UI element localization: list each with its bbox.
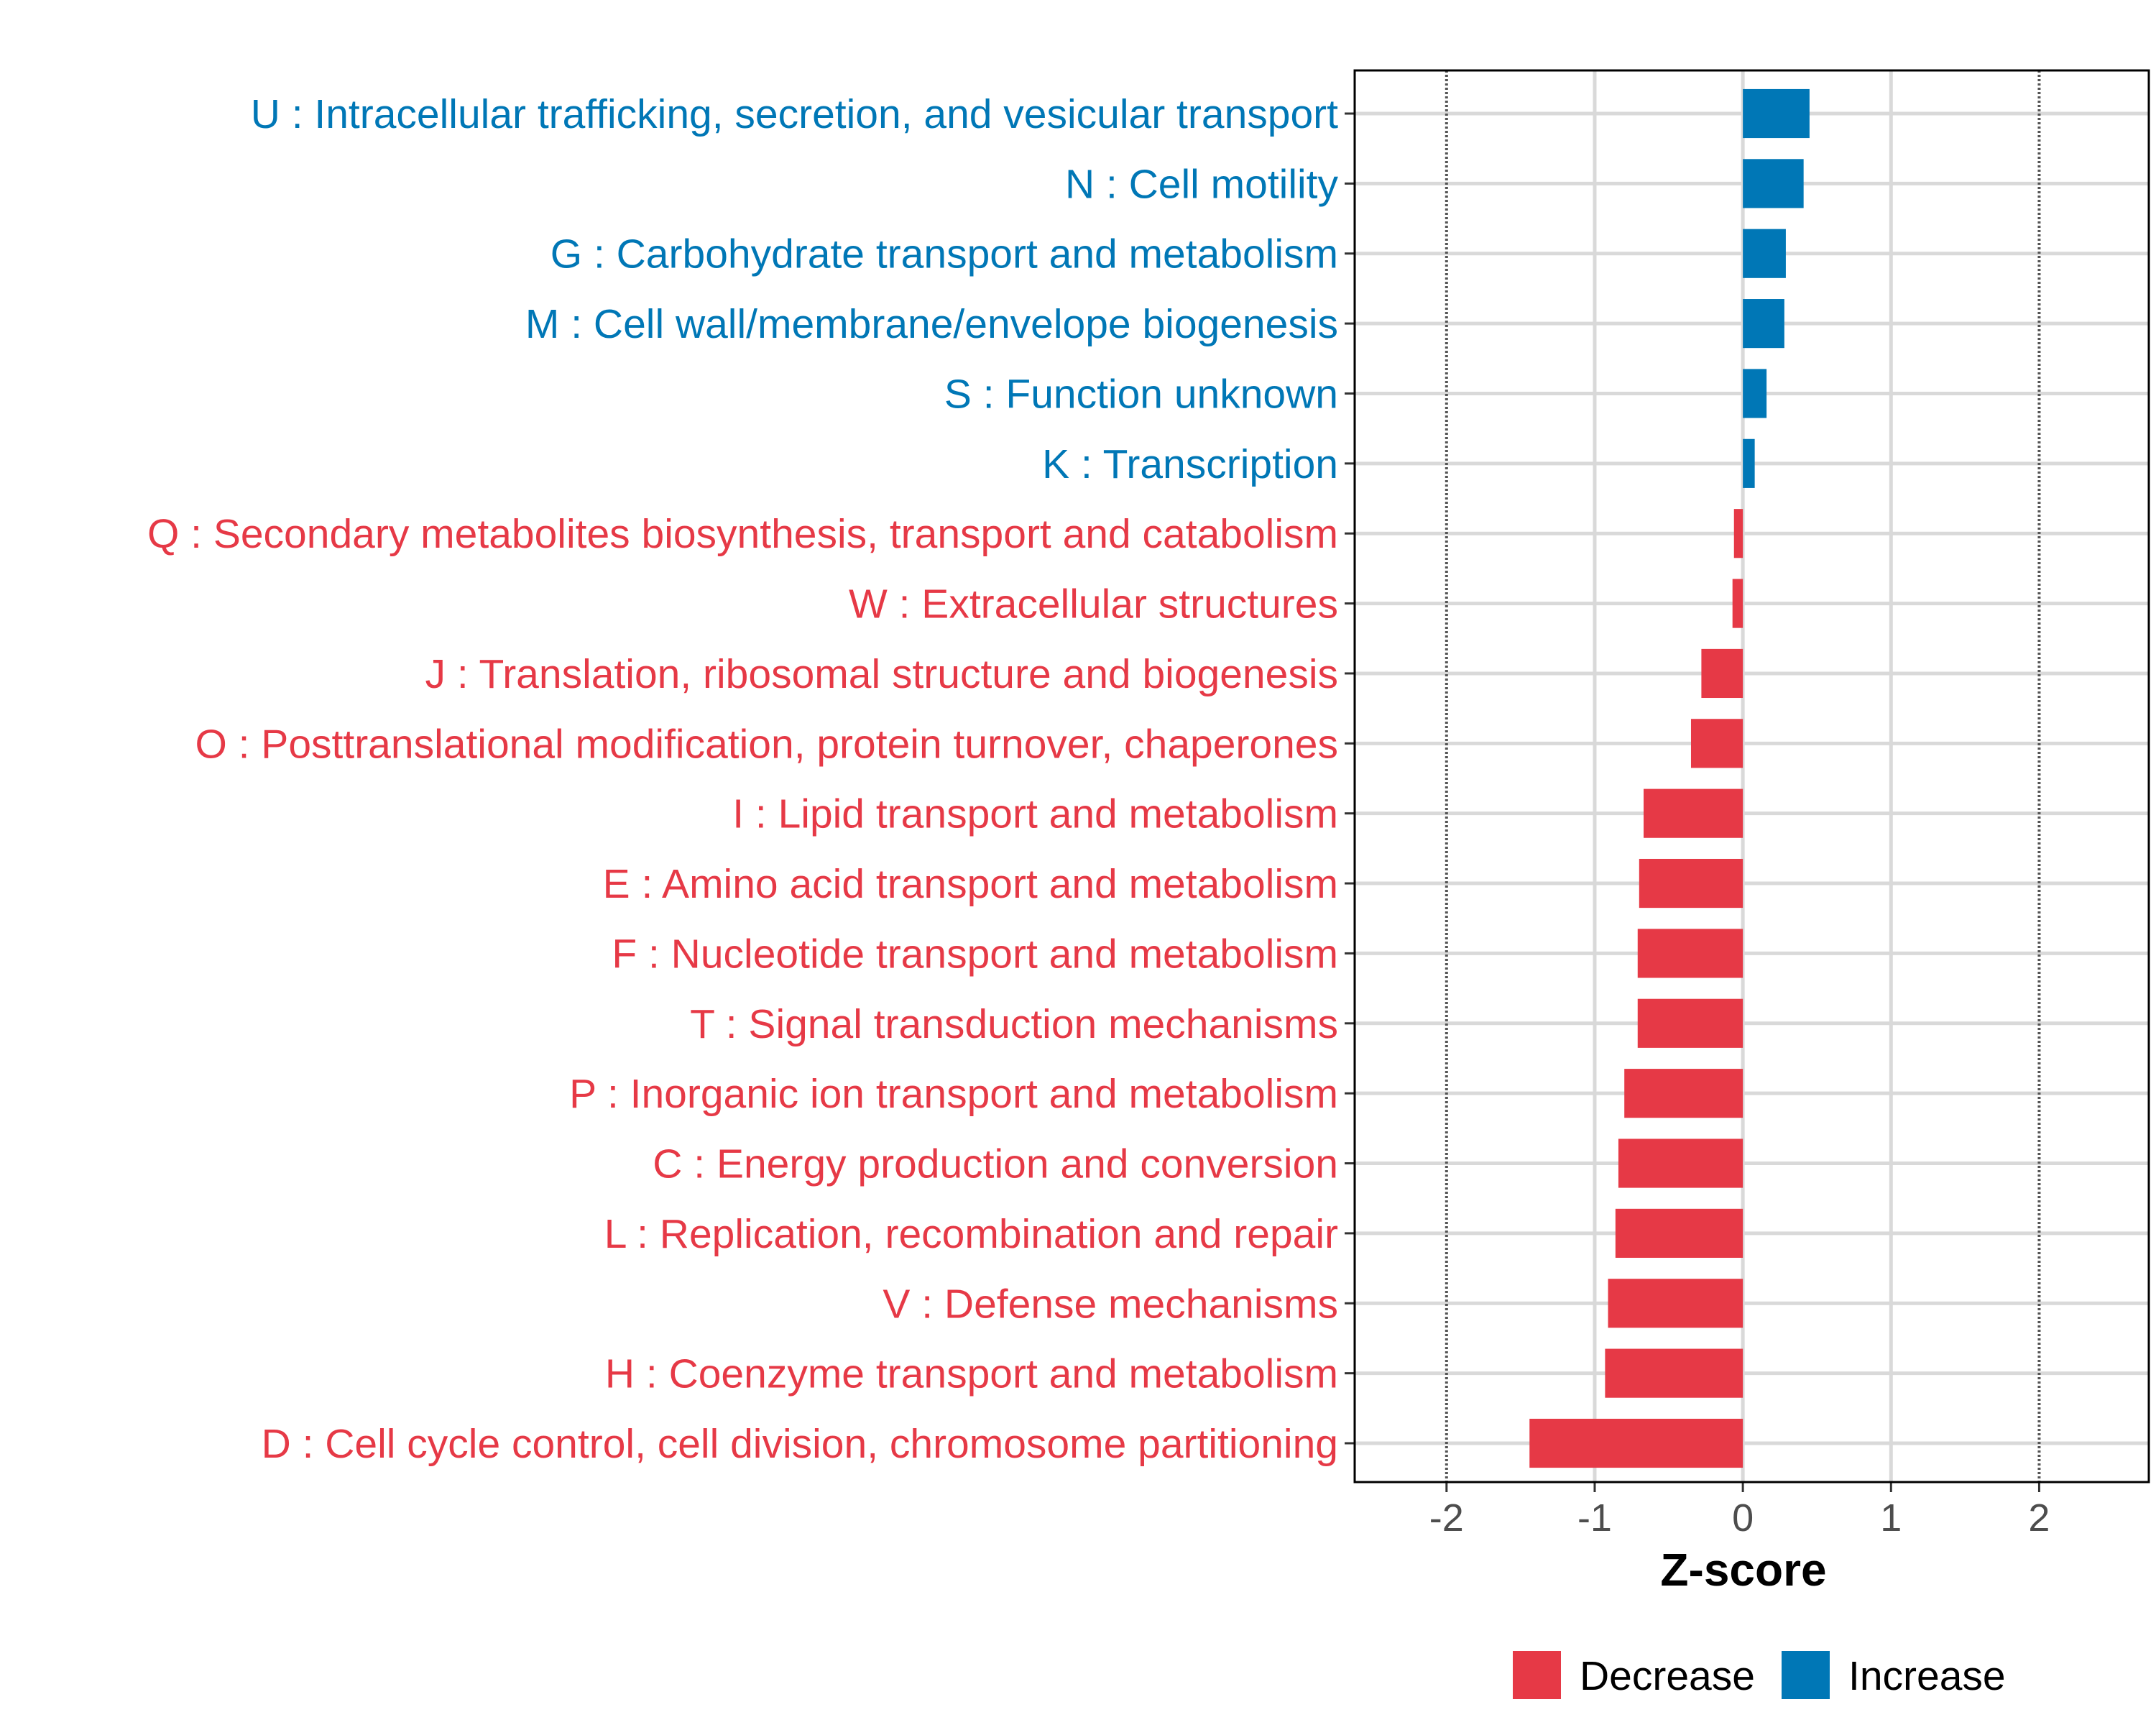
category-label: O : Posttranslational modification, prot… (195, 721, 1338, 767)
category-label: J : Translation, ribosomal structure and… (425, 651, 1338, 697)
bar (1732, 579, 1743, 628)
bar (1733, 509, 1743, 558)
panel-background (1355, 70, 2149, 1482)
category-label: C : Energy production and conversion (653, 1141, 1338, 1187)
bars (1529, 88, 1810, 1468)
bar (1743, 438, 1755, 488)
bar (1529, 1418, 1743, 1468)
x-tick-label: -2 (1429, 1496, 1464, 1540)
category-label: F : Nucleotide transport and metabolism (612, 931, 1338, 977)
category-label: N : Cell motility (1065, 161, 1339, 207)
bar (1743, 159, 1804, 208)
category-label: L : Replication, recombination and repai… (604, 1211, 1338, 1257)
bar (1743, 369, 1767, 418)
bar (1605, 1348, 1743, 1398)
legend-label-decrease: Decrease (1580, 1653, 1755, 1699)
category-label: T : Signal transduction mechanisms (690, 1001, 1338, 1047)
bar (1637, 929, 1743, 978)
category-label: P : Inorganic ion transport and metaboli… (569, 1071, 1338, 1117)
category-label: Q : Secondary metabolites biosynthesis, … (147, 511, 1338, 557)
x-tick-label: 0 (1732, 1496, 1754, 1540)
legend-label-increase: Increase (1848, 1653, 2006, 1699)
category-label: D : Cell cycle control, cell division, c… (262, 1421, 1338, 1467)
bar (1615, 1208, 1743, 1258)
category-label: V : Defense mechanisms (883, 1281, 1338, 1327)
category-label: K : Transcription (1042, 441, 1338, 487)
category-label: I : Lipid transport and metabolism (732, 791, 1338, 837)
x-ticks: -2 -1 0 1 2 (1429, 1482, 2050, 1540)
category-label: S : Function unknown (944, 371, 1338, 417)
x-axis-title: Z-score (1660, 1544, 1826, 1596)
bar (1690, 719, 1743, 768)
category-label: H : Coenzyme transport and metabolism (605, 1351, 1338, 1397)
category-label: M : Cell wall/membrane/envelope biogenes… (525, 301, 1338, 347)
bar (1743, 229, 1786, 278)
bar (1624, 1069, 1743, 1118)
bar (1743, 88, 1810, 139)
x-tick-label: 1 (1880, 1496, 1902, 1540)
bar (1639, 858, 1743, 908)
bar (1618, 1138, 1743, 1188)
bar (1637, 998, 1743, 1048)
category-label: U : Intracellular trafficking, secretion… (251, 91, 1338, 137)
legend-swatch-increase (1782, 1651, 1830, 1699)
bar (1644, 788, 1743, 838)
category-labels: U : Intracellular trafficking, secretion… (147, 91, 1355, 1467)
legend-swatch-decrease (1513, 1651, 1561, 1699)
x-tick-label: -1 (1577, 1496, 1612, 1540)
bar (1701, 648, 1743, 699)
x-tick-label: 2 (2028, 1496, 2050, 1540)
legend: Decrease Increase (1513, 1651, 2006, 1699)
category-label: W : Extracellular structures (849, 581, 1338, 627)
grid (1355, 70, 2149, 1482)
category-label: G : Carbohydrate transport and metabolis… (550, 231, 1338, 277)
category-label: E : Amino acid transport and metabolism (603, 861, 1338, 907)
bar (1608, 1279, 1743, 1328)
panel-border (1353, 69, 2150, 1484)
bar (1743, 299, 1784, 349)
